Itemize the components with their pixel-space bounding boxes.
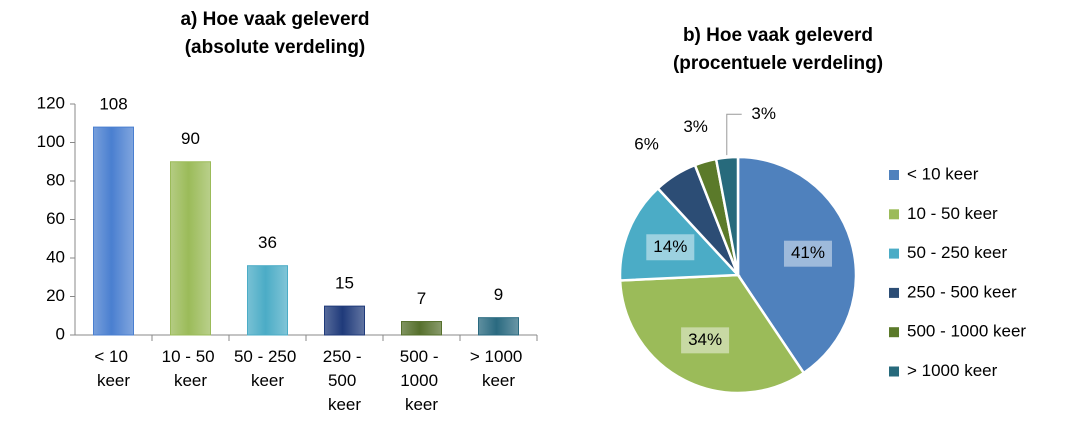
- legend-swatch: [889, 209, 899, 220]
- data-label: 6%: [634, 135, 659, 154]
- x-tick-label: < 10 keer: [94, 347, 132, 390]
- chart-title: a) Hoe vaak geleverd: [180, 9, 369, 30]
- y-tick-label: 20: [46, 286, 65, 305]
- legend-label: < 10 keer: [907, 164, 979, 183]
- legend-swatch: [889, 170, 899, 180]
- legend-swatch: [889, 327, 899, 338]
- bar: [324, 305, 365, 336]
- data-label: 14%: [653, 237, 687, 256]
- x-tick-label: 50 - 250 keer: [234, 347, 301, 390]
- x-tick-label: 500 - 1000 keer: [400, 347, 443, 414]
- data-label: 41%: [791, 243, 825, 262]
- label-box: [681, 327, 730, 354]
- x-tick-label: 250 - 500 keer: [323, 347, 366, 414]
- bar: [93, 126, 134, 336]
- pie-slice: [714, 155, 740, 276]
- label-box: [783, 240, 832, 267]
- y-tick-label: 60: [46, 209, 65, 228]
- data-label: 3%: [751, 104, 776, 123]
- data-label: 9: [494, 285, 503, 304]
- legend-label: 50 - 250 keer: [907, 243, 1008, 262]
- chart-title: (procentuele verdeling): [673, 53, 883, 74]
- legend-label: 10 - 50 keer: [907, 204, 998, 223]
- legend-swatch: [889, 366, 899, 377]
- bar: [401, 321, 442, 336]
- legend-swatch: [889, 248, 899, 259]
- data-label: 15: [335, 274, 354, 293]
- leader-line: [726, 113, 742, 156]
- pie-slice: [618, 273, 806, 395]
- data-label: 3%: [683, 117, 708, 136]
- y-tick-label: 40: [46, 247, 65, 266]
- y-tick-label: 80: [46, 170, 65, 189]
- data-label: 90: [181, 129, 200, 148]
- x-tick-label: 10 - 50 keer: [162, 347, 220, 390]
- legend-label: > 1000 keer: [907, 361, 998, 380]
- legend-label: 250 - 500 keer: [907, 282, 1017, 301]
- bar: [247, 265, 288, 336]
- y-tick-label: 120: [37, 93, 65, 112]
- legend-label: 500 - 1000 keer: [907, 322, 1026, 341]
- pie-slice: [618, 186, 741, 282]
- data-label: 34%: [688, 330, 722, 349]
- chart-title: (absolute verdeling): [185, 37, 366, 58]
- bar: [170, 161, 211, 336]
- y-tick-label: 0: [56, 324, 65, 343]
- pie-slice: [736, 155, 858, 375]
- x-tick-label: > 1000 keer: [470, 347, 527, 390]
- y-tick-label: 100: [37, 132, 65, 151]
- bar: [478, 317, 519, 336]
- data-label: 108: [99, 95, 127, 114]
- data-label: 7: [417, 289, 426, 308]
- label-box: [646, 234, 695, 261]
- data-label: 36: [258, 233, 277, 252]
- chart-title: b) Hoe vaak geleverd: [683, 25, 873, 46]
- legend-swatch: [889, 287, 899, 298]
